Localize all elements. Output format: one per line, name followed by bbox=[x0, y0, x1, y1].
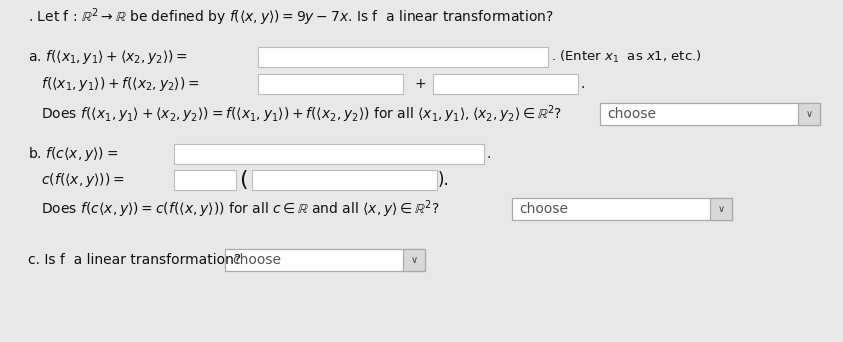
Text: ).: ). bbox=[438, 171, 450, 189]
Text: choose: choose bbox=[232, 253, 281, 267]
Text: $f(\langle x_1,y_1\rangle) + f(\langle x_2,y_2\rangle) =$: $f(\langle x_1,y_1\rangle) + f(\langle x… bbox=[28, 75, 200, 93]
Text: a. $f(\langle x_1,y_1\rangle + \langle x_2,y_2\rangle) =$: a. $f(\langle x_1,y_1\rangle + \langle x… bbox=[28, 48, 188, 66]
Text: (: ( bbox=[239, 170, 248, 190]
Text: c. Is f  a linear transformation?: c. Is f a linear transformation? bbox=[28, 253, 241, 267]
Bar bbox=[798, 103, 820, 125]
Text: .: . bbox=[580, 77, 584, 91]
Bar bbox=[174, 170, 236, 190]
Bar bbox=[512, 198, 732, 220]
Bar bbox=[600, 103, 820, 125]
Text: ∨: ∨ bbox=[805, 109, 813, 119]
Text: b. $f(c\langle x,y\rangle) =$: b. $f(c\langle x,y\rangle) =$ bbox=[28, 145, 118, 163]
Text: . Let f : $\mathbb{R}^2 \rightarrow \mathbb{R}$ be defined by $f(\langle x,y\ran: . Let f : $\mathbb{R}^2 \rightarrow \mat… bbox=[28, 6, 554, 28]
Text: +: + bbox=[415, 77, 427, 91]
Bar bbox=[403, 249, 425, 271]
Text: Does $f(c\langle x,y\rangle) = c(f(\langle x,y\rangle))$ for all $c \in \mathbb{: Does $f(c\langle x,y\rangle) = c(f(\lang… bbox=[28, 198, 440, 220]
Bar bbox=[225, 249, 425, 271]
Text: .: . bbox=[486, 147, 491, 161]
Text: choose: choose bbox=[607, 107, 656, 121]
Text: ∨: ∨ bbox=[411, 255, 417, 265]
Bar bbox=[258, 47, 548, 67]
Text: $c(f(\langle x,y\rangle)) =$: $c(f(\langle x,y\rangle)) =$ bbox=[28, 171, 125, 189]
Bar bbox=[258, 74, 403, 94]
Text: Does $f(\langle x_1,y_1\rangle + \langle x_2,y_2\rangle) = f(\langle x_1,y_1\ran: Does $f(\langle x_1,y_1\rangle + \langle… bbox=[28, 103, 562, 125]
Text: . (Enter $x_1$  as $x1$, etc.): . (Enter $x_1$ as $x1$, etc.) bbox=[551, 49, 701, 65]
Bar bbox=[433, 74, 578, 94]
Bar bbox=[710, 198, 732, 220]
Text: ∨: ∨ bbox=[717, 204, 725, 214]
Bar bbox=[252, 170, 437, 190]
Bar bbox=[174, 144, 484, 164]
Text: choose: choose bbox=[519, 202, 568, 216]
